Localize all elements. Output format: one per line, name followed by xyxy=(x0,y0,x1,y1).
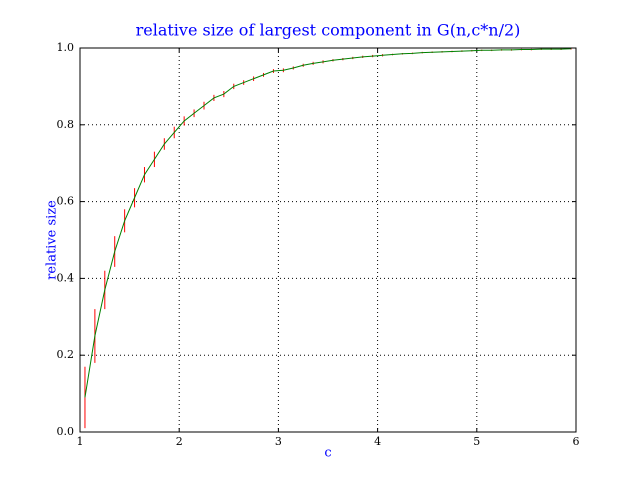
x-axis-label: c xyxy=(324,446,331,461)
y-tick-label: 0.6 xyxy=(57,195,75,208)
chart-title: relative size of largest component in G(… xyxy=(136,21,521,40)
y-tick-label: 0.0 xyxy=(57,425,75,438)
x-tick-label: 6 xyxy=(573,435,580,448)
x-tick-label: 5 xyxy=(473,435,480,448)
x-tick-label: 1 xyxy=(77,435,84,448)
x-tick-label: 2 xyxy=(176,435,183,448)
x-tick-label: 3 xyxy=(275,435,282,448)
y-tick-label: 0.8 xyxy=(57,118,75,131)
y-tick-label: 0.2 xyxy=(57,348,75,361)
data-line xyxy=(84,48,572,398)
y-tick-label: 1.0 xyxy=(57,41,75,54)
plot-frame xyxy=(79,47,577,433)
x-tick-label: 4 xyxy=(374,435,381,448)
y-axis-label: relative size xyxy=(45,200,60,280)
y-tick-label: 0.4 xyxy=(57,271,75,284)
